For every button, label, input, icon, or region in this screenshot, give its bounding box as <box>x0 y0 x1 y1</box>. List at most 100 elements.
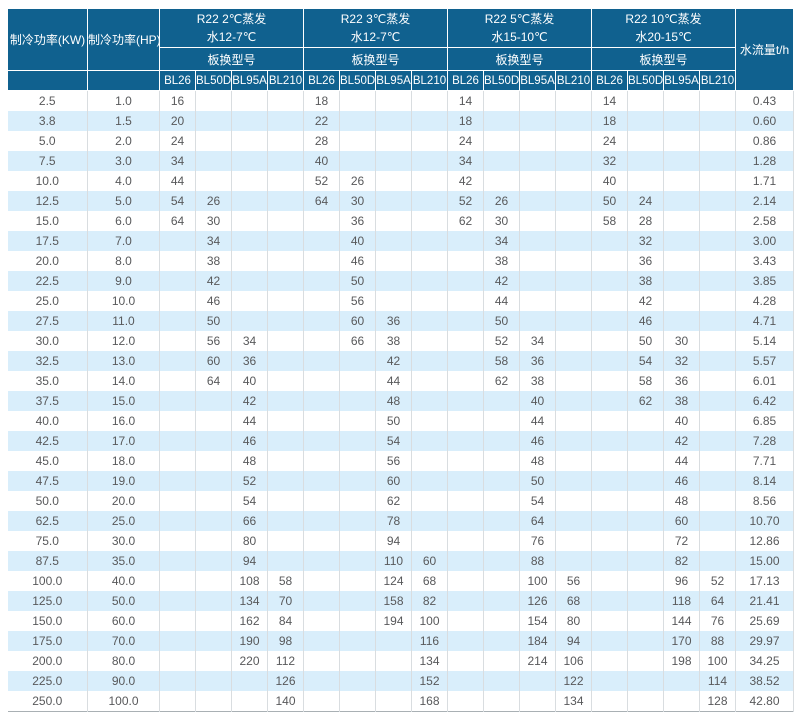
cell-model-value: 28 <box>627 211 664 231</box>
cell-model-value <box>555 351 592 371</box>
cell-model-value <box>483 171 520 191</box>
cell-model-value <box>591 411 628 431</box>
cell-model-value <box>231 171 268 191</box>
cell-model-value: 76 <box>519 531 556 551</box>
cell-model-value: 64 <box>195 371 232 391</box>
cell-model-value <box>699 551 736 571</box>
cell-cooling-kw: 27.5 <box>7 311 88 331</box>
cell-model-value <box>231 131 268 151</box>
cell-water-flow: 6.01 <box>735 371 794 391</box>
cell-model-value <box>159 451 196 471</box>
cell-model-value: 66 <box>339 331 376 351</box>
cell-model-value: 50 <box>339 271 376 291</box>
cell-model-value <box>483 431 520 451</box>
col-header-model: BL50D <box>483 70 520 91</box>
cell-model-value <box>339 351 376 371</box>
col-header-model: BL26 <box>591 70 628 91</box>
cell-model-value <box>339 431 376 451</box>
cell-model-value: 32 <box>627 231 664 251</box>
cell-model-value <box>627 431 664 451</box>
cell-model-value <box>375 151 412 171</box>
cell-model-value: 114 <box>699 671 736 691</box>
col-header-model: BL26 <box>447 70 484 91</box>
cell-model-value: 36 <box>663 371 700 391</box>
cell-model-value <box>303 271 340 291</box>
cell-model-value: 42 <box>483 271 520 291</box>
cell-model-value: 94 <box>231 551 268 571</box>
cell-model-value <box>339 371 376 391</box>
cell-model-value: 76 <box>699 611 736 631</box>
cell-model-value <box>447 251 484 271</box>
cell-model-value: 116 <box>411 631 448 651</box>
cell-model-value <box>303 691 340 712</box>
cell-model-value <box>447 571 484 591</box>
cell-model-value <box>519 231 556 251</box>
table-row: 27.5 11.0 50 60 36 50 46 4.71 <box>7 311 794 331</box>
cell-model-value <box>447 551 484 571</box>
cell-model-value: 62 <box>375 491 412 511</box>
cell-model-value <box>555 551 592 571</box>
cell-model-value: 158 <box>375 591 412 611</box>
cell-model-value <box>231 90 268 111</box>
cell-model-value: 56 <box>555 571 592 591</box>
cell-model-value: 152 <box>411 671 448 691</box>
cell-model-value <box>483 591 520 611</box>
cell-model-value <box>303 431 340 451</box>
cell-model-value <box>591 471 628 491</box>
cell-cooling-hp: 1.0 <box>87 90 160 111</box>
cell-model-value <box>447 271 484 291</box>
table-row: 3.8 1.5 20 22 18 18 0.60 <box>7 111 794 131</box>
cell-model-value <box>447 511 484 531</box>
cell-model-value <box>159 671 196 691</box>
cell-model-value <box>591 271 628 291</box>
cell-model-value <box>699 151 736 171</box>
cell-model-value <box>483 571 520 591</box>
cell-model-value <box>303 591 340 611</box>
cell-water-flow: 21.41 <box>735 591 794 611</box>
cell-model-value <box>591 391 628 411</box>
cell-model-value <box>483 671 520 691</box>
cell-cooling-kw: 40.0 <box>7 411 88 431</box>
cell-model-value: 96 <box>663 571 700 591</box>
cell-cooling-hp: 70.0 <box>87 631 160 651</box>
cell-cooling-kw: 47.5 <box>7 471 88 491</box>
cell-model-value: 30 <box>663 331 700 351</box>
cell-cooling-hp: 7.0 <box>87 231 160 251</box>
cell-model-value <box>663 151 700 171</box>
cell-model-value <box>339 691 376 712</box>
cell-model-value: 124 <box>375 571 412 591</box>
cell-cooling-kw: 12.5 <box>7 191 88 211</box>
cell-cooling-hp: 6.0 <box>87 211 160 231</box>
cell-model-value <box>555 251 592 271</box>
cell-model-value: 134 <box>231 591 268 611</box>
cell-model-value <box>663 191 700 211</box>
cell-model-value <box>159 291 196 311</box>
cell-model-value <box>303 471 340 491</box>
cell-model-value <box>591 591 628 611</box>
cell-model-value: 54 <box>519 491 556 511</box>
cell-model-value <box>375 691 412 712</box>
cell-model-value <box>447 291 484 311</box>
cell-model-value: 26 <box>483 191 520 211</box>
cell-cooling-kw: 250.0 <box>7 691 88 712</box>
cell-model-value: 190 <box>231 631 268 651</box>
cell-model-value <box>411 271 448 291</box>
cell-model-value <box>519 90 556 111</box>
cell-model-value: 36 <box>519 351 556 371</box>
cell-model-value: 42 <box>375 351 412 371</box>
cell-model-value <box>339 551 376 571</box>
cell-model-value <box>411 491 448 511</box>
cell-model-value <box>375 111 412 131</box>
cell-model-value <box>627 631 664 651</box>
cell-model-value: 14 <box>591 90 628 111</box>
cell-model-value: 52 <box>303 171 340 191</box>
cell-water-flow: 0.43 <box>735 90 794 111</box>
cell-model-value <box>555 90 592 111</box>
cell-model-value <box>591 371 628 391</box>
cell-model-value <box>591 551 628 571</box>
cell-cooling-hp: 15.0 <box>87 391 160 411</box>
cell-model-value <box>627 491 664 511</box>
cell-water-flow: 17.13 <box>735 571 794 591</box>
cell-model-value <box>591 291 628 311</box>
cell-model-value: 46 <box>195 291 232 311</box>
